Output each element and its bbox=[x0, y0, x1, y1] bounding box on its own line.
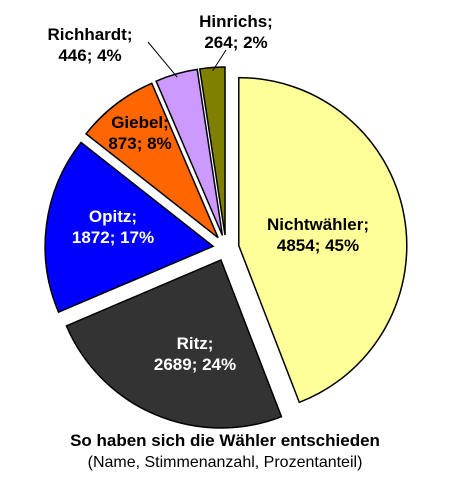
slice-label-nichtwähler: Nichtwähler; 4854; 45% bbox=[267, 215, 369, 255]
pie-chart: Nichtwähler; 4854; 45% Ritz; 2689; 24% Opitz… bbox=[44, 12, 408, 429]
slice-label-hinrichs: Hinrichs; 264; 2% bbox=[199, 12, 273, 52]
pie-slice-hinrichs bbox=[198, 66, 226, 236]
slice-label-opitz: Opitz; 1872; 17% bbox=[72, 207, 154, 247]
slice-label-name: Hinrichs; bbox=[199, 12, 273, 31]
slice-label-value: 264; 2% bbox=[204, 33, 267, 52]
slice-label-value: 873; 8% bbox=[108, 134, 171, 153]
chart-title: So haben sich die Wähler entschieden bbox=[70, 431, 380, 450]
slice-label-richhardt: Richhardt; 446; 4% bbox=[48, 25, 133, 65]
slice-label-name: Ritz; bbox=[177, 334, 214, 353]
slice-label-name: Opitz; bbox=[89, 207, 137, 226]
leader-lines bbox=[147, 41, 227, 78]
leader-line-richhardt bbox=[147, 41, 178, 78]
pie-slice-richhardt bbox=[155, 68, 224, 236]
slice-label-name: Nichtwähler; bbox=[267, 215, 369, 234]
slice-label-name: Giebel; bbox=[111, 113, 169, 132]
slice-label-value: 4854; 45% bbox=[277, 236, 359, 255]
pie-slice-giebel bbox=[84, 82, 219, 239]
slice-label-value: 446; 4% bbox=[58, 46, 121, 65]
slice-label-ritz: Ritz; 2689; 24% bbox=[154, 334, 236, 374]
slice-label-value: 2689; 24% bbox=[154, 355, 236, 374]
pie-slice-nichtwähler bbox=[238, 76, 408, 404]
leader-line-hinrichs bbox=[212, 49, 227, 72]
slice-label-value: 1872; 17% bbox=[72, 228, 154, 247]
slice-label-giebel: Giebel; 873; 8% bbox=[108, 113, 171, 153]
pie-slice-ritz bbox=[65, 258, 283, 429]
slice-label-name: Richhardt; bbox=[48, 25, 133, 44]
chart-caption: So haben sich die Wähler entschieden (Na… bbox=[0, 430, 450, 474]
slice-labels: Nichtwähler; 4854; 45% Ritz; 2689; 24% Opitz… bbox=[48, 12, 370, 374]
pie-slices bbox=[44, 66, 408, 429]
pie-slice-opitz bbox=[44, 141, 215, 314]
chart-subtitle: (Name, Stimmenanzahl, Prozentanteil) bbox=[87, 454, 363, 471]
